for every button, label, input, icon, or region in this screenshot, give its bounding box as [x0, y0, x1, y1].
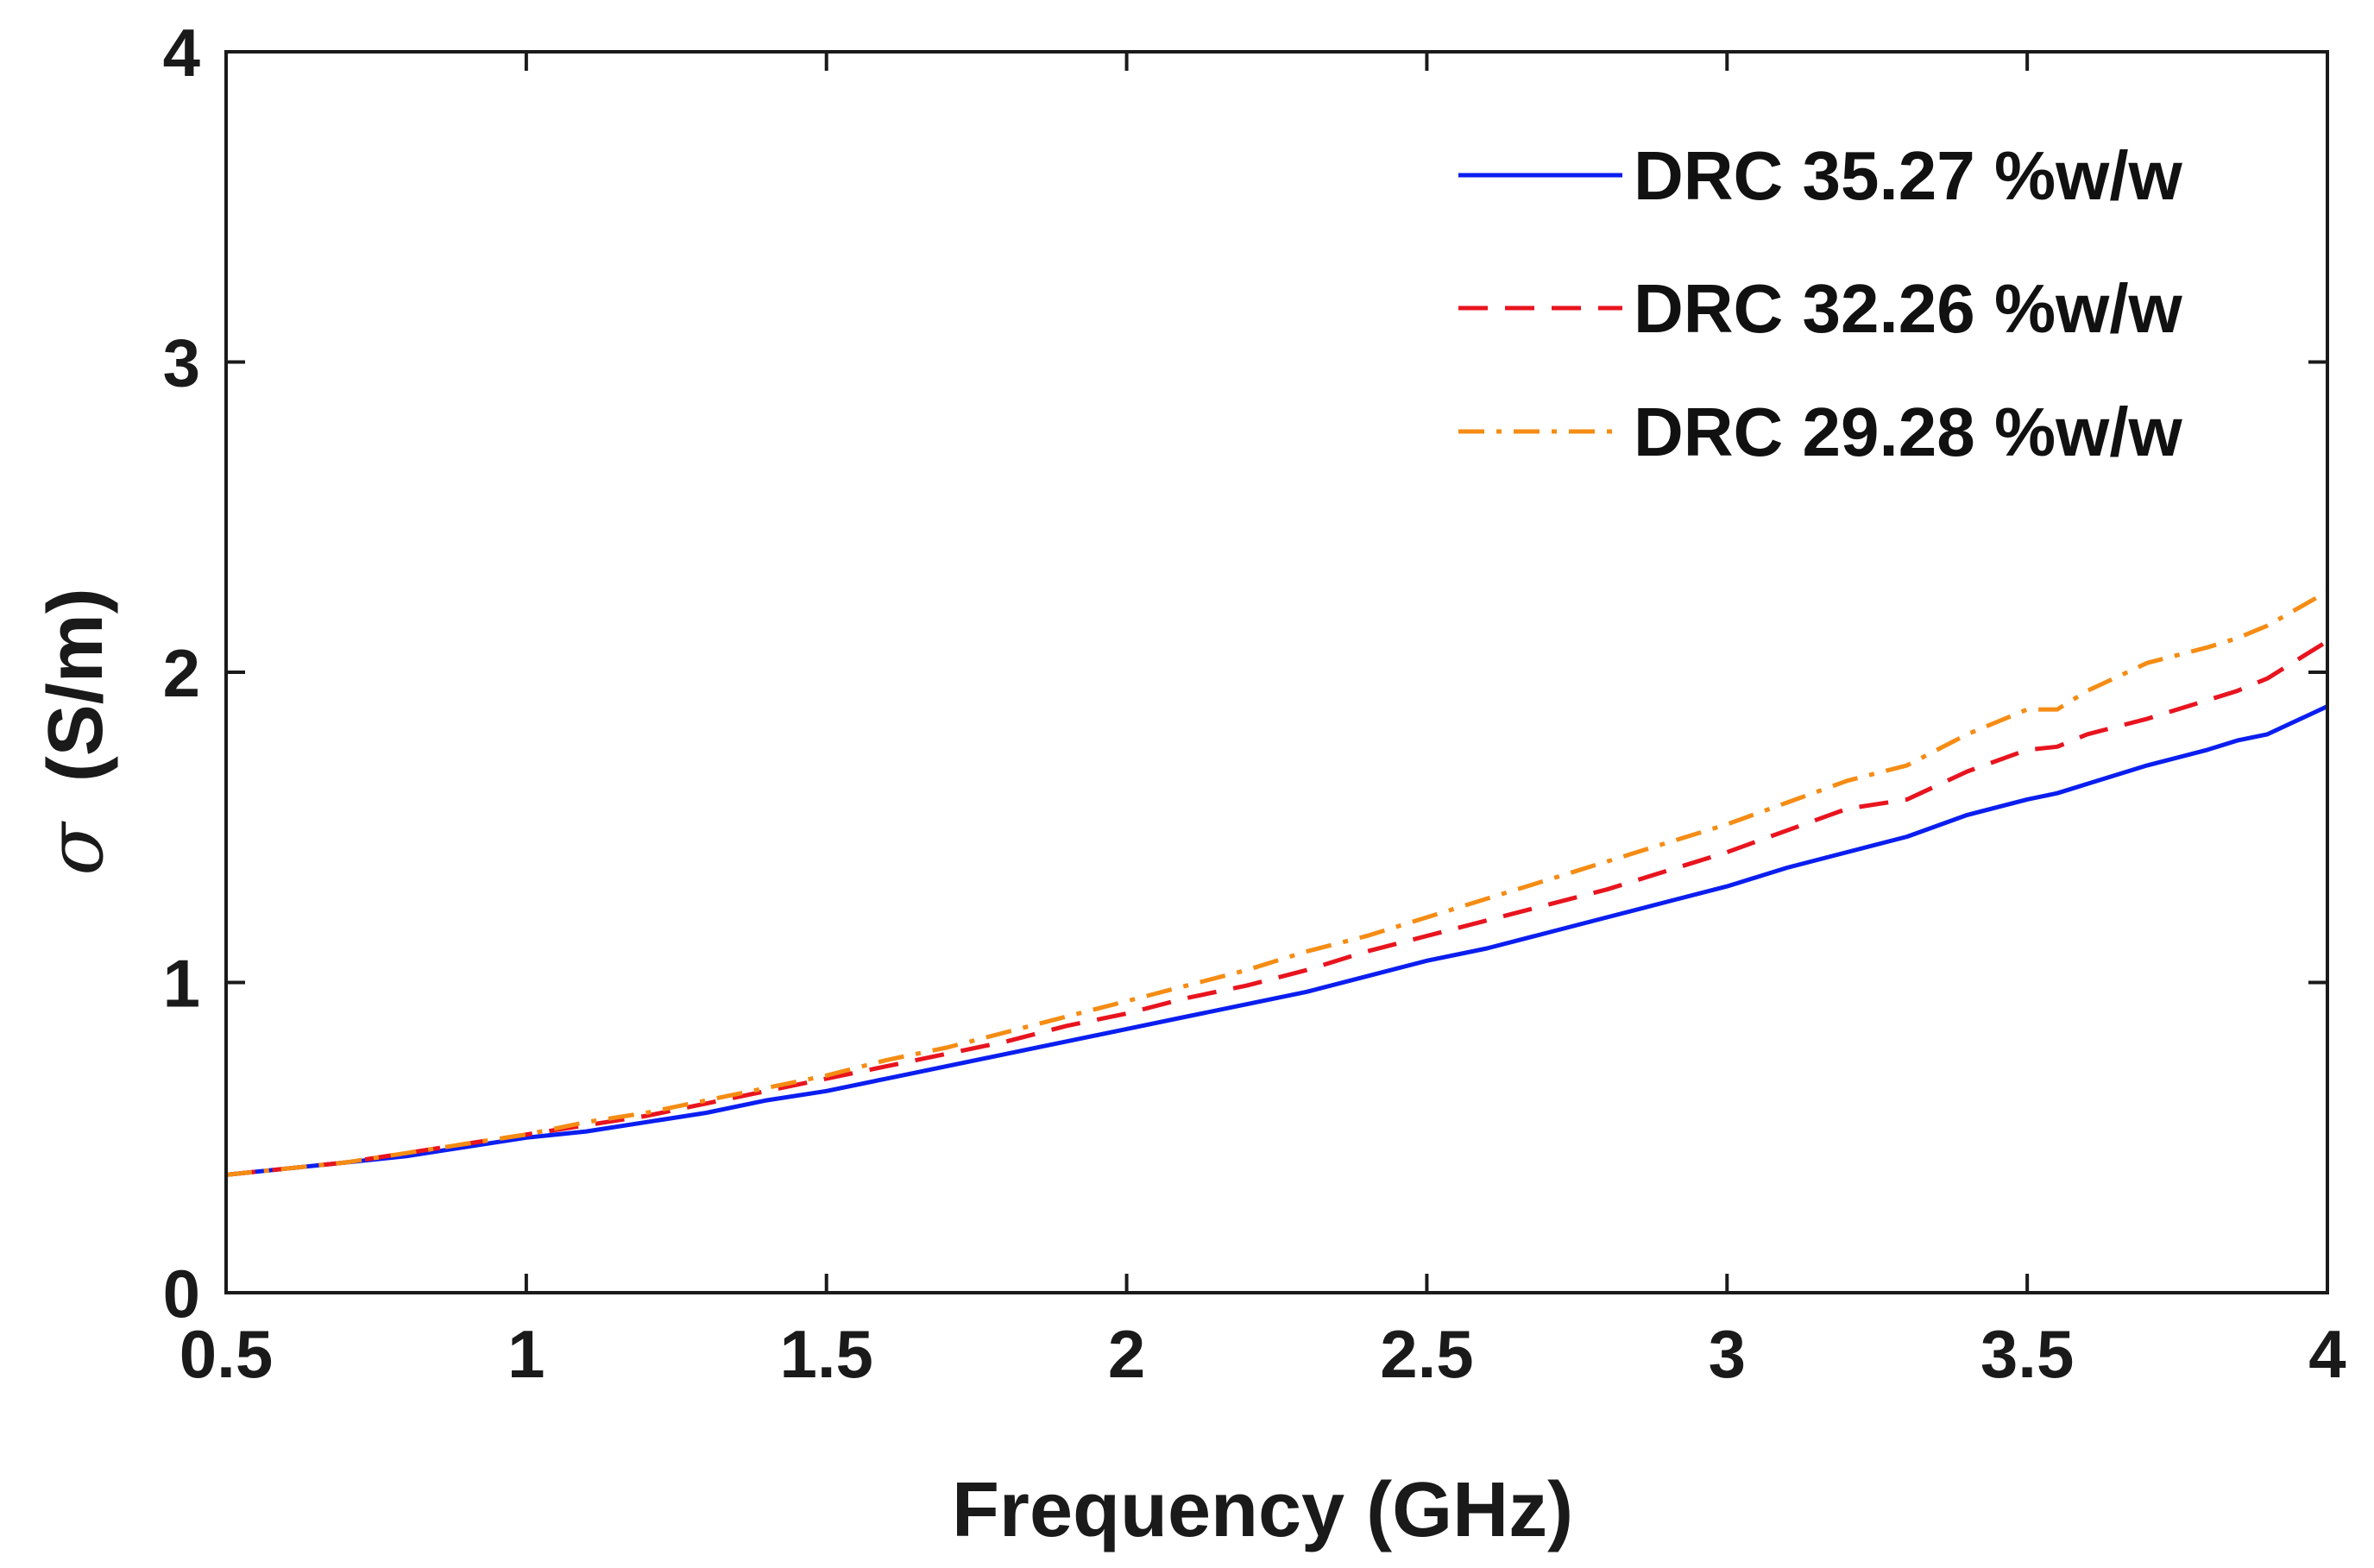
- x-tick-labels: 0.5 1 1.5 2 2.5 3 3.5 4: [179, 1316, 2346, 1392]
- plot-frame: [224, 50, 2329, 1294]
- series-line-1: [225, 704, 2329, 1177]
- y-tick-label: 3: [163, 325, 200, 401]
- x-tick-label: 3.5: [1980, 1316, 2074, 1392]
- x-axis-title: Frequency (GHz): [952, 1467, 1573, 1553]
- x-tick-label: 2.5: [1380, 1316, 1473, 1392]
- legend-label-1: DRC 35.27 %w/w: [1634, 137, 2183, 214]
- x-tick-label: 1.5: [779, 1316, 872, 1392]
- y-tick-label: 0: [163, 1256, 200, 1332]
- legend-label-3: DRC 29.28 %w/w: [1634, 394, 2183, 470]
- x-tick-label: 3: [1709, 1316, 1746, 1392]
- legend-label-2: DRC 32.26 %w/w: [1634, 270, 2183, 347]
- y-tick-label: 2: [163, 635, 200, 711]
- y-axis-unit: (S/m): [33, 588, 119, 782]
- y-axis-symbol: σ: [30, 821, 121, 876]
- series-layer: [225, 589, 2329, 1177]
- y-tick-labels: 0 1 2 3 4: [163, 15, 200, 1332]
- y-tick-label: 1: [163, 946, 200, 1022]
- x-tick-label: 1: [507, 1316, 545, 1392]
- axis-ticks: [224, 50, 2329, 1294]
- legend: DRC 35.27 %w/w DRC 32.26 %w/w DRC 29.28 %w…: [1458, 137, 2183, 470]
- x-tick-label: 4: [2308, 1316, 2346, 1392]
- x-tick-label: 2: [1108, 1316, 1145, 1392]
- series-line-2: [225, 639, 2329, 1177]
- series-line-3: [225, 589, 2329, 1177]
- x-tick-label: 0.5: [179, 1316, 273, 1392]
- y-tick-label: 4: [163, 15, 200, 91]
- y-axis-title: σ (S/m): [30, 588, 121, 875]
